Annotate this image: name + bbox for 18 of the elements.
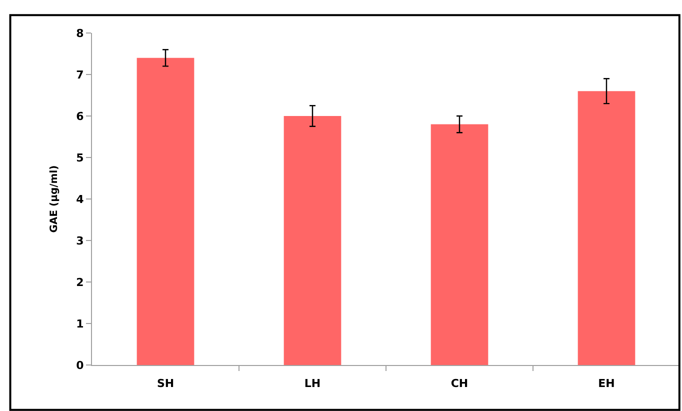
bar	[284, 116, 342, 365]
y-tick-label: 8	[76, 26, 84, 40]
x-tick-label: EH	[598, 377, 615, 390]
bar	[578, 91, 636, 365]
y-tick-label: 3	[76, 234, 84, 248]
x-tick-label: SH	[156, 377, 174, 390]
y-axis-title: GAE (µg/ml)	[49, 165, 60, 233]
bar	[430, 124, 488, 365]
y-tick-label: 4	[76, 192, 84, 206]
x-tick-label: CH	[450, 377, 468, 390]
bar	[136, 58, 194, 365]
y-tick-label: 6	[76, 110, 84, 123]
y-tick-label: 7	[76, 68, 84, 82]
y-tick-label: 5	[76, 151, 84, 164]
x-tick-label: LH	[304, 377, 321, 390]
y-tick-label: 0	[76, 358, 84, 372]
y-tick-label: 1	[76, 317, 84, 330]
y-tick-label: 2	[76, 276, 84, 289]
